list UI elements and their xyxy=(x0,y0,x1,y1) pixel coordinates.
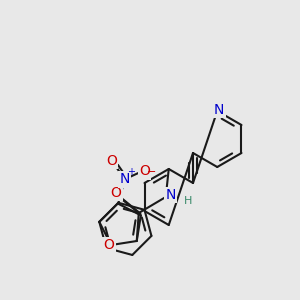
Text: O: O xyxy=(110,186,121,200)
Text: H: H xyxy=(184,196,192,206)
Text: O: O xyxy=(139,164,150,178)
Text: O: O xyxy=(106,154,117,168)
Text: −: − xyxy=(147,167,156,177)
Text: N: N xyxy=(166,188,176,202)
Text: N: N xyxy=(214,103,224,117)
Text: N: N xyxy=(120,172,130,186)
Text: O: O xyxy=(103,238,115,252)
Text: +: + xyxy=(127,167,135,177)
